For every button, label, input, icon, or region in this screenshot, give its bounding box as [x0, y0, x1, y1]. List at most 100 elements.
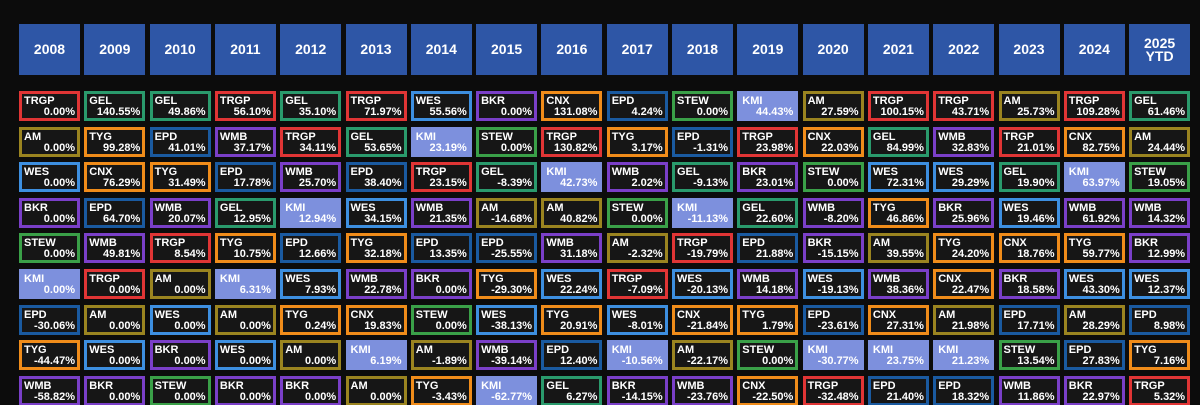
ticker-label: WMB [154, 201, 183, 214]
return-value: 46.86% [886, 212, 924, 225]
ticker-label: TRGP [938, 95, 969, 107]
return-value: 23.01% [755, 177, 794, 190]
ticker-label: WES [546, 273, 572, 285]
return-value: 72.31% [886, 177, 924, 190]
ticker-label: TYG [481, 273, 504, 285]
return-value: 0.00% [43, 141, 75, 154]
ticker-cell: BKR -14.15% [606, 375, 668, 405]
ticker-cell: TRGP -32.48% [802, 375, 864, 405]
ticker-cell: WMB -39.14% [476, 340, 538, 371]
ticker-label: TYG [24, 344, 47, 357]
ticker-cell: STEW 0.00% [476, 126, 538, 157]
ticker-label: AM [1134, 130, 1152, 143]
return-value: 131.08% [553, 106, 598, 118]
ticker-label: TRGP [1134, 379, 1165, 392]
ticker-cell: TYG -3.43% [410, 375, 472, 405]
ticker-cell: CNX 131.08% [541, 91, 603, 121]
return-value: 56.10% [233, 106, 271, 118]
ticker-cell: EPD 17.78% [214, 162, 276, 193]
return-value: -2.32% [627, 248, 663, 261]
ticker-label: STEW [807, 166, 840, 179]
ticker-label: STEW [677, 95, 709, 107]
return-value: -1.89% [431, 355, 467, 368]
ticker-label: TYG [546, 308, 570, 321]
ticker-cell: GEL -9.13% [672, 162, 733, 193]
ticker-label: GEL [546, 379, 570, 392]
return-value: 49.81% [102, 248, 141, 261]
ticker-label: EPD [742, 237, 765, 250]
return-value: -22.50% [752, 390, 794, 403]
return-value: 21.01% [1017, 141, 1055, 154]
return-value: -10.56% [621, 355, 663, 368]
ticker-label: WMB [742, 273, 770, 285]
ticker-cell: AM -14.68% [476, 197, 538, 228]
return-value: 34.11% [299, 141, 337, 154]
ticker-cell: TYG 3.17% [606, 126, 668, 157]
ticker-label: BKR [1003, 273, 1028, 285]
ticker-label: BKR [89, 379, 114, 392]
year-header: 2017 [606, 24, 668, 75]
ticker-label: STEW [154, 379, 187, 392]
ticker-label: KMI [677, 201, 698, 214]
return-value: 25.73% [1017, 106, 1055, 118]
ticker-label: WES [285, 273, 311, 285]
return-value: 32.83% [951, 141, 990, 154]
return-value: 19.05% [1147, 177, 1186, 190]
return-value: 64.70% [102, 212, 141, 225]
year-header: 2018 [672, 24, 733, 75]
year-header: 2021 [867, 24, 929, 75]
ticker-cell: TYG -29.30% [476, 269, 538, 299]
return-value: 6.19% [370, 355, 402, 368]
return-value: -62.77% [491, 390, 533, 403]
return-value: 0.00% [43, 177, 75, 190]
ticker-label: BKR [1134, 237, 1158, 250]
ticker-label: AM [872, 237, 890, 250]
ticker-label: CNX [938, 273, 962, 285]
return-value: -14.68% [491, 212, 533, 225]
ticker-cell: CNX 82.75% [1063, 126, 1125, 157]
ticker-label: CNX [1068, 130, 1093, 143]
ticker-label: KMI [807, 344, 828, 357]
ticker-cell: STEW 0.00% [19, 233, 80, 264]
ticker-cell: TRGP 130.82% [541, 126, 603, 157]
return-value: 99.28% [102, 141, 141, 154]
ticker-cell: KMI -11.13% [672, 197, 733, 228]
return-value: -30.77% [817, 355, 859, 368]
ticker-label: AM [546, 201, 564, 214]
ticker-label: TYG [89, 130, 112, 143]
ticker-label: CNX [742, 379, 766, 392]
return-value: 13.35% [429, 248, 467, 261]
return-value: 42.73% [560, 177, 598, 190]
return-value: 12.66% [298, 248, 337, 261]
ticker-cell: STEW 19.05% [1129, 162, 1191, 193]
return-value: 0.00% [109, 390, 141, 403]
return-value: 7.16% [1153, 355, 1186, 368]
ticker-cell: BKR -15.15% [802, 233, 864, 264]
ticker-cell: WES 0.00% [19, 162, 80, 193]
ticker-cell: KMI 23.19% [410, 126, 472, 157]
ticker-cell: EPD 21.40% [867, 375, 929, 405]
ticker-label: CNX [677, 308, 701, 321]
return-value: 22.47% [951, 284, 990, 296]
return-value: 53.65% [364, 141, 402, 154]
return-value: 140.55% [96, 106, 141, 118]
ticker-cell: STEW 0.00% [737, 340, 799, 371]
return-value: 39.55% [886, 248, 924, 261]
ticker-cell: WES 0.00% [84, 340, 146, 371]
ticker-label: WES [481, 308, 507, 321]
ticker-label: GEL [89, 95, 112, 107]
year-header: 2008 [19, 24, 80, 75]
ticker-label: TYG [1134, 344, 1157, 357]
ticker-label: EPD [24, 308, 47, 321]
ticker-label: BKR [415, 273, 440, 285]
ticker-cell: TRGP 56.10% [214, 91, 276, 121]
ticker-label: AM [611, 237, 629, 250]
ticker-label: GEL [742, 201, 765, 214]
ticker-cell: GEL 49.86% [149, 91, 211, 121]
ticker-label: STEW [481, 130, 513, 143]
return-value: -19.79% [687, 248, 728, 261]
ticker-label: KMI [742, 95, 763, 107]
return-value: 76.29% [102, 177, 141, 190]
ticker-label: EPD [1068, 344, 1092, 357]
return-value: -20.13% [687, 284, 728, 296]
